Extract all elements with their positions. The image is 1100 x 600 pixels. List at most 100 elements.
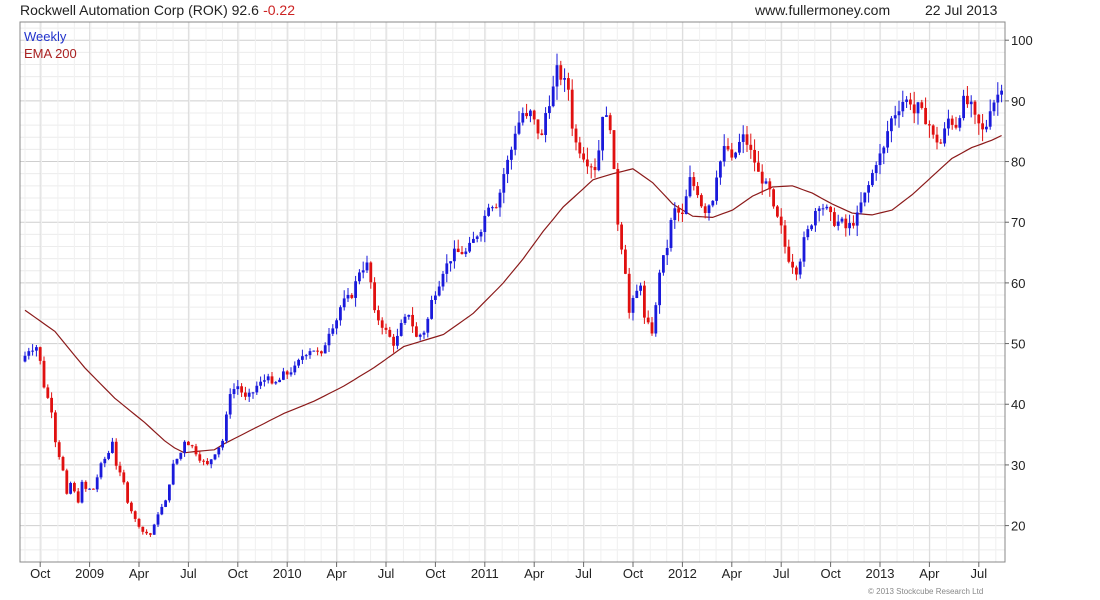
candle-body — [506, 159, 509, 175]
candle-body — [760, 171, 764, 184]
candle-body — [57, 442, 61, 458]
candle-body — [377, 310, 380, 321]
candle-body — [715, 177, 718, 201]
candle-body — [764, 181, 768, 184]
candle-body — [525, 113, 528, 117]
x-tick-label: Oct — [30, 566, 51, 581]
candle-body — [392, 336, 395, 346]
candle-body — [570, 89, 574, 129]
candle-body — [597, 150, 601, 171]
x-tick-label: Jul — [773, 566, 790, 581]
candle-body — [711, 200, 715, 206]
candle-body — [225, 414, 228, 441]
y-tick-label: 100 — [1011, 33, 1033, 48]
candle-body — [460, 252, 464, 255]
candle-body — [943, 128, 946, 144]
x-tick-label: Apr — [524, 566, 545, 581]
candle-body — [529, 110, 532, 117]
legend-weekly: Weekly — [24, 29, 67, 44]
candle-body — [434, 295, 437, 300]
candle-body — [787, 246, 791, 262]
x-tick-label: 2013 — [866, 566, 895, 581]
candle-body — [95, 477, 99, 490]
candle-body — [213, 454, 217, 460]
candle-body — [255, 385, 259, 393]
candle-body — [662, 255, 665, 273]
ema-200-line — [24, 134, 1002, 454]
candle-body — [168, 484, 171, 501]
x-tick-label: 2009 — [75, 566, 104, 581]
candle-body — [665, 247, 669, 256]
x-tick-label: Apr — [129, 566, 150, 581]
chart-date: 22 Jul 2013 — [925, 2, 998, 18]
candle-body — [240, 386, 243, 393]
candle-body — [464, 251, 468, 255]
candle-body — [563, 78, 566, 80]
candle-body — [358, 272, 361, 282]
candle-body — [586, 159, 589, 167]
candle-body — [399, 323, 403, 336]
candle-body — [209, 459, 213, 465]
candle-body — [901, 101, 905, 112]
candle-body — [893, 115, 897, 119]
candle-body — [236, 386, 240, 390]
candle-body — [99, 463, 103, 478]
candle-body — [247, 392, 251, 397]
candle-body — [848, 223, 851, 229]
candle-body — [149, 533, 152, 535]
candle-body — [863, 192, 867, 203]
candle-body — [540, 133, 544, 135]
copyright-note: © 2013 Stockcube Research Ltd — [868, 587, 983, 596]
candle-body — [513, 133, 517, 150]
candle-body — [734, 152, 737, 158]
candle-body — [871, 173, 874, 186]
candle-body — [890, 118, 893, 132]
candle-body — [650, 322, 654, 334]
candle-body — [122, 472, 126, 483]
candle-body — [69, 482, 72, 494]
candle-body — [582, 153, 585, 160]
y-tick-label: 40 — [1011, 397, 1025, 412]
candle-body — [916, 102, 920, 114]
y-tick-label: 80 — [1011, 155, 1025, 170]
candle-body — [791, 261, 794, 268]
candle-body — [145, 531, 148, 534]
candle-body — [707, 205, 711, 213]
candle-body — [567, 78, 570, 90]
candle-body — [578, 142, 582, 154]
candle-body — [821, 208, 825, 210]
candle-body — [548, 106, 551, 114]
candle-body — [270, 376, 274, 384]
candle-body — [350, 294, 354, 298]
x-tick-label: Apr — [326, 566, 347, 581]
candle-body — [624, 249, 627, 274]
candle-body — [396, 335, 399, 346]
candle-body — [555, 65, 559, 87]
x-tick-label: Jul — [378, 566, 395, 581]
candle-body — [620, 224, 623, 250]
candle-body — [407, 314, 411, 317]
candle-body — [35, 347, 38, 351]
candle-body — [369, 262, 373, 283]
candle-body — [445, 263, 449, 274]
candle-body — [867, 185, 870, 193]
candle-body — [263, 380, 266, 382]
candle-body — [487, 207, 490, 216]
y-tick-label: 20 — [1011, 519, 1025, 534]
legend-ema: EMA 200 — [24, 46, 77, 61]
candle-body — [175, 458, 179, 464]
plot-frame — [19, 21, 1006, 563]
candle-body — [947, 118, 950, 129]
candle-body — [931, 125, 935, 135]
x-tick-label: Apr — [722, 566, 743, 581]
candle-body — [449, 261, 452, 264]
candle-body — [27, 351, 31, 356]
candle-body — [190, 445, 194, 447]
candle-body — [878, 153, 882, 166]
x-tick-label: Oct — [425, 566, 446, 581]
candle-body — [658, 272, 661, 306]
candle-body — [574, 128, 578, 143]
candle-body — [612, 130, 616, 169]
candle-body — [646, 317, 650, 323]
